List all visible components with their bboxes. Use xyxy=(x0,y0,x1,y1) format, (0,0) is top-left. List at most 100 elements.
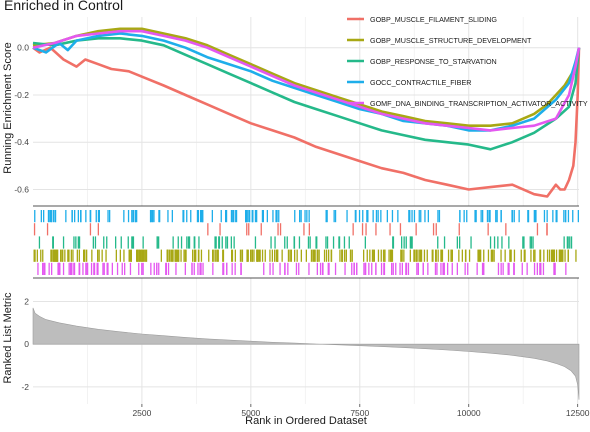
hit-mark xyxy=(278,210,280,223)
hit-mark xyxy=(142,262,144,275)
hit-mark xyxy=(213,249,215,262)
hit-mark xyxy=(409,236,411,249)
hit-mark xyxy=(419,249,422,262)
hit-mark xyxy=(101,249,103,262)
hit-mark xyxy=(501,236,503,249)
hit-mark xyxy=(345,249,347,262)
hit-mark xyxy=(171,210,173,223)
hit-mark xyxy=(423,249,426,262)
hit-mark xyxy=(371,262,373,275)
hit-mark xyxy=(424,210,426,223)
hit-mark xyxy=(509,249,511,262)
hit-mark xyxy=(533,210,535,223)
hit-mark xyxy=(153,210,155,223)
ranked-metric-area xyxy=(32,307,580,400)
chart-title: Enriched in Control xyxy=(4,0,124,13)
hit-mark xyxy=(533,262,536,275)
es-line-gocc_contractile_fiber xyxy=(32,32,581,132)
hit-mark xyxy=(293,236,295,249)
hit-mark xyxy=(375,262,377,275)
hit-mark xyxy=(389,223,391,236)
hit-mark xyxy=(156,262,158,275)
hit-mark xyxy=(366,249,368,262)
hit-mark xyxy=(392,262,394,275)
hit-mark xyxy=(232,210,234,223)
top-y-tick-label: -0.6 xyxy=(14,184,29,194)
hit-mark xyxy=(95,210,97,223)
hit-mark xyxy=(136,249,139,262)
hit-mark xyxy=(42,249,44,262)
hit-mark xyxy=(308,223,310,236)
hit-mark xyxy=(194,249,196,262)
hit-mark xyxy=(458,223,460,236)
hit-mark xyxy=(344,262,346,275)
hit-mark xyxy=(207,223,209,236)
hit-mark xyxy=(260,223,262,236)
hit-mark xyxy=(328,262,330,275)
hit-mark xyxy=(192,249,194,262)
hit-mark xyxy=(240,262,242,275)
hit-mark xyxy=(313,249,315,262)
hit-mark xyxy=(67,249,69,262)
hit-mark xyxy=(274,249,276,262)
hit-mark xyxy=(476,262,478,275)
hit-mark xyxy=(43,262,45,275)
hit-mark xyxy=(151,210,153,223)
hit-mark xyxy=(536,223,539,236)
hit-mark xyxy=(362,210,364,223)
hit-mark xyxy=(275,210,277,223)
bottom-y-tick-label: 2 xyxy=(24,296,29,306)
hit-mark xyxy=(138,249,140,262)
hit-mark xyxy=(33,249,35,262)
hit-mark xyxy=(277,223,279,236)
hit-mark xyxy=(299,210,301,223)
hit-mark xyxy=(98,249,100,262)
hit-mark xyxy=(97,210,100,223)
hit-mark xyxy=(493,236,496,249)
hit-mark xyxy=(275,249,278,262)
hit-mark xyxy=(226,262,228,275)
hit-mark xyxy=(577,210,579,223)
hit-mark xyxy=(482,262,485,275)
hit-mark xyxy=(415,249,417,262)
hit-mark xyxy=(339,249,341,262)
hit-mark xyxy=(107,262,109,275)
hit-mark xyxy=(51,262,53,275)
hit-mark xyxy=(254,236,257,249)
hit-mark xyxy=(257,249,259,262)
hit-mark xyxy=(223,262,225,275)
hit-mark xyxy=(136,210,138,223)
hit-mark xyxy=(62,262,65,275)
hit-mark xyxy=(438,210,441,223)
hit-mark xyxy=(62,236,65,249)
hit-mark xyxy=(97,249,99,262)
hit-mark xyxy=(158,236,160,249)
hit-mark xyxy=(403,236,405,249)
hit-mark xyxy=(328,249,330,262)
hit-mark xyxy=(461,249,463,262)
top-y-tick-label: 0.0 xyxy=(17,43,29,53)
hit-mark xyxy=(241,249,243,262)
hit-mark xyxy=(426,249,428,262)
hit-mark xyxy=(567,236,569,249)
hit-mark xyxy=(375,223,377,236)
hit-mark xyxy=(109,210,111,223)
hit-mark xyxy=(167,210,169,223)
hit-mark xyxy=(534,210,536,223)
hit-mark xyxy=(372,249,374,262)
hit-mark xyxy=(325,249,328,262)
hit-mark xyxy=(420,210,422,223)
hit-mark xyxy=(569,236,571,249)
hit-mark xyxy=(68,249,70,262)
hit-mark xyxy=(198,249,200,262)
hit-mark xyxy=(250,249,252,262)
hit-mark xyxy=(456,262,458,275)
hit-mark xyxy=(349,249,352,262)
hit-mark xyxy=(98,210,100,223)
hit-mark xyxy=(70,249,72,262)
hit-mark xyxy=(129,262,132,275)
hit-mark xyxy=(555,249,558,262)
hit-mark xyxy=(440,249,443,262)
hit-mark xyxy=(51,249,53,262)
hit-mark xyxy=(377,210,379,223)
